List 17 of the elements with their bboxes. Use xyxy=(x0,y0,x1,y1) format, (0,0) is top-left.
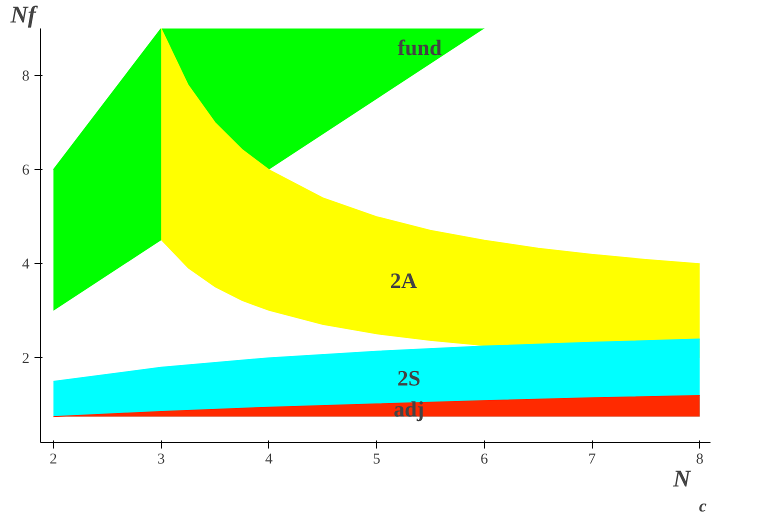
y-tick-label: 2 xyxy=(22,350,30,367)
x-tick-label: 2 xyxy=(50,452,58,468)
x-tick-label: 7 xyxy=(588,452,596,468)
x-tick-label: 3 xyxy=(157,452,165,468)
x-tick-label: 8 xyxy=(696,452,704,468)
x-axis-title: Nc xyxy=(672,466,707,516)
y-axis-title: Nf xyxy=(10,2,38,28)
y-tick-label: 6 xyxy=(22,162,30,179)
x-tick-label: 4 xyxy=(265,452,274,468)
series-label: adj xyxy=(394,396,424,422)
series-label: fund xyxy=(398,35,442,60)
x-tick-label: 5 xyxy=(372,452,380,468)
y-tick-label: 4 xyxy=(22,256,30,273)
x-tick-label: 6 xyxy=(480,452,489,468)
series-label: 2S xyxy=(397,365,421,390)
series-label: 2A xyxy=(390,268,418,294)
y-tick-label: 8 xyxy=(22,68,30,85)
